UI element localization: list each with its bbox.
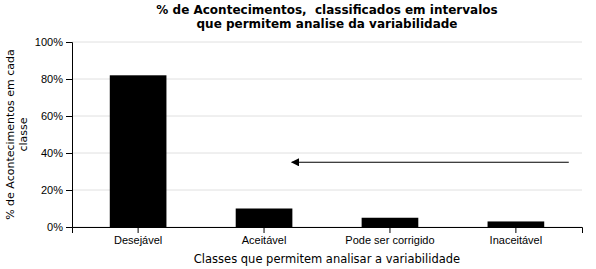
grid (72, 42, 582, 227)
x-tick: Aceitável (242, 227, 287, 246)
y-axis-title-line: % de Acontecimentos em cada (4, 49, 17, 220)
y-tick-label: 60% (41, 110, 63, 122)
x-tick-label: Pode ser corrigido (345, 234, 434, 246)
y-tick-label: 100% (35, 36, 63, 48)
x-tick-label: Desejável (114, 234, 162, 246)
x-tick: Pode ser corrigido (345, 227, 434, 246)
x-tick: Inaceitável (490, 227, 543, 246)
bar (236, 209, 293, 228)
grid-line (72, 42, 582, 43)
x-tick-label: Aceitável (242, 234, 287, 246)
x-tick-mark (389, 227, 390, 233)
bar (110, 75, 167, 227)
x-tick-label: Inaceitável (490, 234, 543, 246)
y-tick-label: 0% (47, 221, 63, 233)
bar (488, 221, 545, 227)
y-tick-mark (66, 190, 72, 191)
y-axis-title: % de Acontecimentos em cadaclasse (4, 49, 30, 220)
title-line: que permitem analise da variabilidade (197, 17, 458, 31)
y-tick: 100% (35, 36, 72, 48)
bar (362, 218, 419, 227)
y-axis-line (66, 43, 73, 228)
x-axis-line (73, 228, 583, 234)
x-axis: Desejável Aceitável Pode ser corrigido Inac… (73, 227, 583, 246)
y-tick-mark (66, 153, 72, 154)
x-tick-mark (264, 227, 265, 233)
chart: Desejável Aceitável Pode ser corrigido Inac… (0, 0, 596, 269)
y-tick-label: 80% (41, 73, 63, 85)
title-line: % de Acontecimentos, classificados em in… (156, 3, 497, 17)
x-tick-mark (138, 227, 139, 233)
y-tick-mark (66, 79, 72, 80)
y-tick: 80% (41, 73, 72, 85)
y-tick: 60% (41, 110, 72, 122)
y-axis: 0% 20% 40% 60% 80% 100% (35, 36, 73, 233)
x-axis-title: Classes que permitem analisar a variabil… (194, 252, 460, 266)
marks (110, 75, 569, 227)
y-tick-mark (66, 116, 72, 117)
y-axis-title-line: classe (17, 117, 30, 151)
y-tick: 0% (47, 221, 72, 233)
title: % de Acontecimentos, classificados em in… (156, 3, 497, 31)
y-tick-mark (66, 227, 72, 228)
y-tick-label: 40% (41, 147, 63, 159)
x-tick-mark (515, 227, 516, 233)
y-tick: 20% (41, 184, 72, 196)
y-tick-label: 20% (41, 184, 63, 196)
y-tick: 40% (41, 147, 72, 159)
y-tick-mark (66, 42, 72, 43)
arrow (292, 162, 569, 163)
x-tick: Desejável (114, 227, 162, 246)
plot: Desejável Aceitável Pode ser corrigido Inac… (35, 36, 583, 246)
